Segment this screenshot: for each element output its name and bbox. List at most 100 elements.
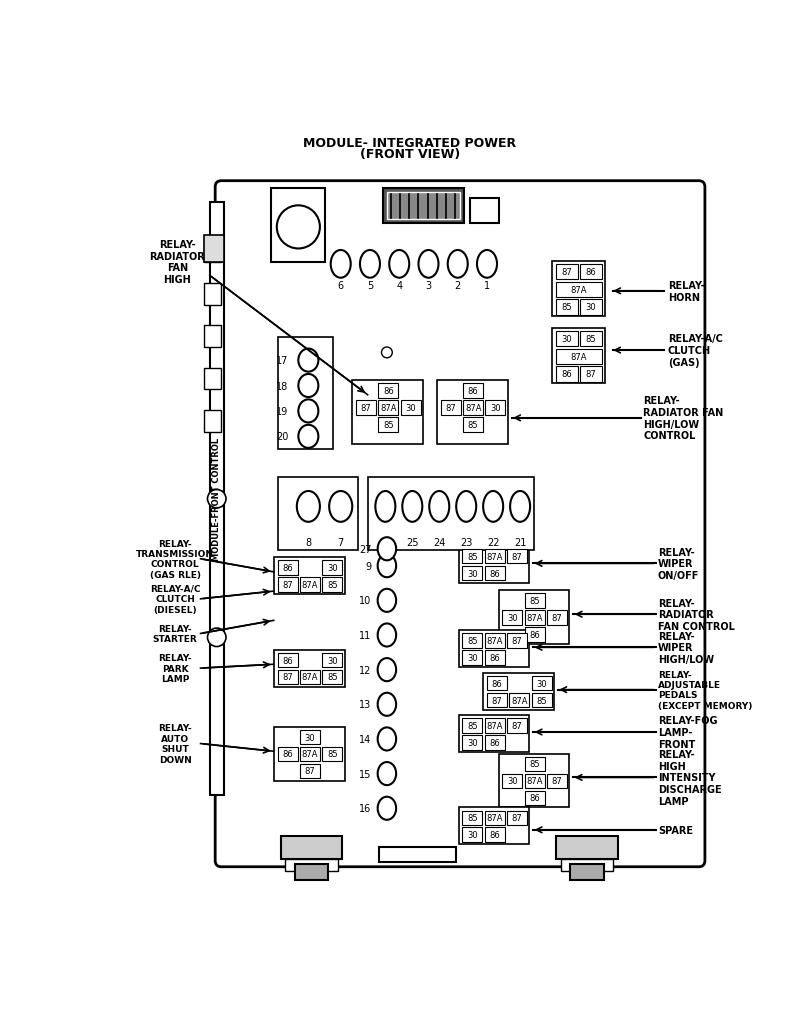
- Bar: [458, 546, 530, 583]
- Bar: [553, 262, 605, 317]
- Ellipse shape: [378, 589, 396, 612]
- Bar: [580, 300, 602, 315]
- Text: 22: 22: [487, 537, 499, 547]
- Bar: [483, 674, 554, 710]
- Bar: [507, 634, 527, 648]
- Bar: [547, 610, 567, 626]
- Bar: [498, 591, 570, 645]
- Text: RELAY-
HORN: RELAY- HORN: [668, 280, 705, 303]
- Text: 85: 85: [536, 696, 547, 705]
- Text: RELAY-
RADIATOR FAN
HIGH/LOW
CONTROL: RELAY- RADIATOR FAN HIGH/LOW CONTROL: [643, 396, 723, 441]
- Bar: [322, 669, 342, 685]
- Text: 85: 85: [586, 334, 596, 343]
- Text: RELAY-
RADIATOR
FAN
HIGH: RELAY- RADIATOR FAN HIGH: [150, 239, 206, 284]
- Text: 30: 30: [327, 564, 338, 573]
- Text: 30: 30: [490, 404, 501, 413]
- Text: 87A: 87A: [302, 581, 318, 589]
- Text: RELAY-
RADIATOR
FAN CONTROL: RELAY- RADIATOR FAN CONTROL: [658, 598, 735, 631]
- Text: RELAY-
WIPER
ON/OFF: RELAY- WIPER ON/OFF: [658, 547, 699, 581]
- Bar: [300, 764, 320, 779]
- Text: RELAY-A/C
CLUTCH
(GAS): RELAY-A/C CLUTCH (GAS): [668, 334, 723, 367]
- Bar: [556, 331, 578, 346]
- Text: 87: 87: [552, 776, 562, 786]
- Ellipse shape: [378, 538, 396, 560]
- Bar: [274, 727, 345, 781]
- Bar: [485, 718, 505, 733]
- Bar: [278, 337, 333, 449]
- Text: 30: 30: [467, 738, 478, 747]
- Ellipse shape: [430, 491, 450, 523]
- Text: 87: 87: [492, 696, 502, 705]
- Bar: [507, 549, 527, 564]
- Text: 87: 87: [512, 637, 522, 646]
- Bar: [274, 650, 345, 687]
- Text: 87: 87: [361, 404, 371, 413]
- Bar: [294, 864, 328, 880]
- Bar: [556, 350, 602, 365]
- Bar: [556, 367, 578, 382]
- Bar: [205, 236, 224, 263]
- Text: 4: 4: [396, 281, 402, 291]
- Text: 27: 27: [359, 544, 371, 554]
- Text: 30: 30: [507, 613, 518, 623]
- Text: 30: 30: [406, 404, 416, 413]
- Text: 87A: 87A: [486, 637, 503, 646]
- Circle shape: [277, 206, 320, 250]
- Ellipse shape: [297, 491, 320, 523]
- Text: 2: 2: [454, 281, 461, 291]
- Bar: [556, 282, 602, 298]
- Text: 87A: 87A: [486, 813, 503, 822]
- Text: 86: 86: [468, 386, 478, 395]
- Ellipse shape: [298, 425, 318, 448]
- Text: 86: 86: [490, 653, 500, 662]
- Text: RELAY-
HIGH
INTENSITY
DISCHARGE
LAMP: RELAY- HIGH INTENSITY DISCHARGE LAMP: [658, 750, 722, 806]
- Text: 87A: 87A: [526, 776, 543, 786]
- Bar: [485, 827, 505, 843]
- Text: RELAY-
STARTER: RELAY- STARTER: [153, 624, 198, 644]
- Bar: [379, 847, 456, 862]
- Text: RELAY-
ADJUSTABLE
PEDALS
(EXCEPT MEMORY): RELAY- ADJUSTABLE PEDALS (EXCEPT MEMORY): [658, 669, 752, 710]
- Text: 87A: 87A: [302, 750, 318, 759]
- Text: RELAY-
TRANSMISSION
CONTROL
(GAS RLE): RELAY- TRANSMISSION CONTROL (GAS RLE): [136, 539, 214, 579]
- Text: 86: 86: [586, 268, 596, 277]
- Text: 1: 1: [484, 281, 490, 291]
- Bar: [485, 651, 505, 665]
- Text: 85: 85: [467, 637, 478, 646]
- Text: 87A: 87A: [486, 552, 503, 561]
- Bar: [462, 718, 482, 733]
- Bar: [322, 560, 342, 576]
- Bar: [498, 754, 570, 808]
- Bar: [487, 693, 507, 707]
- Text: 86: 86: [562, 370, 573, 379]
- Ellipse shape: [375, 491, 395, 523]
- Text: 87A: 87A: [380, 404, 397, 413]
- Bar: [502, 610, 522, 626]
- Text: 30: 30: [467, 830, 478, 840]
- Bar: [487, 677, 507, 691]
- Text: 25: 25: [406, 537, 418, 547]
- Bar: [462, 567, 482, 581]
- Circle shape: [207, 629, 226, 647]
- Bar: [510, 693, 530, 707]
- Bar: [441, 400, 461, 416]
- Text: 85: 85: [327, 581, 338, 589]
- Bar: [205, 242, 222, 263]
- Text: 87: 87: [586, 370, 596, 379]
- Text: 5: 5: [367, 281, 373, 291]
- Text: 85: 85: [562, 304, 572, 312]
- Bar: [378, 400, 398, 416]
- Text: 87: 87: [512, 552, 522, 561]
- Ellipse shape: [378, 797, 396, 820]
- Text: RELAY-
AUTO
SHUT
DOWN: RELAY- AUTO SHUT DOWN: [158, 723, 192, 764]
- Bar: [570, 864, 604, 880]
- Ellipse shape: [298, 350, 318, 372]
- Text: 87A: 87A: [570, 353, 587, 362]
- Text: 86: 86: [530, 631, 540, 640]
- Bar: [580, 265, 602, 280]
- Ellipse shape: [510, 491, 530, 523]
- Bar: [271, 190, 326, 262]
- Bar: [205, 284, 222, 306]
- Bar: [462, 634, 482, 648]
- Text: MODULE-FRONT CONTROL: MODULE-FRONT CONTROL: [212, 438, 222, 560]
- Text: 12: 12: [359, 665, 371, 675]
